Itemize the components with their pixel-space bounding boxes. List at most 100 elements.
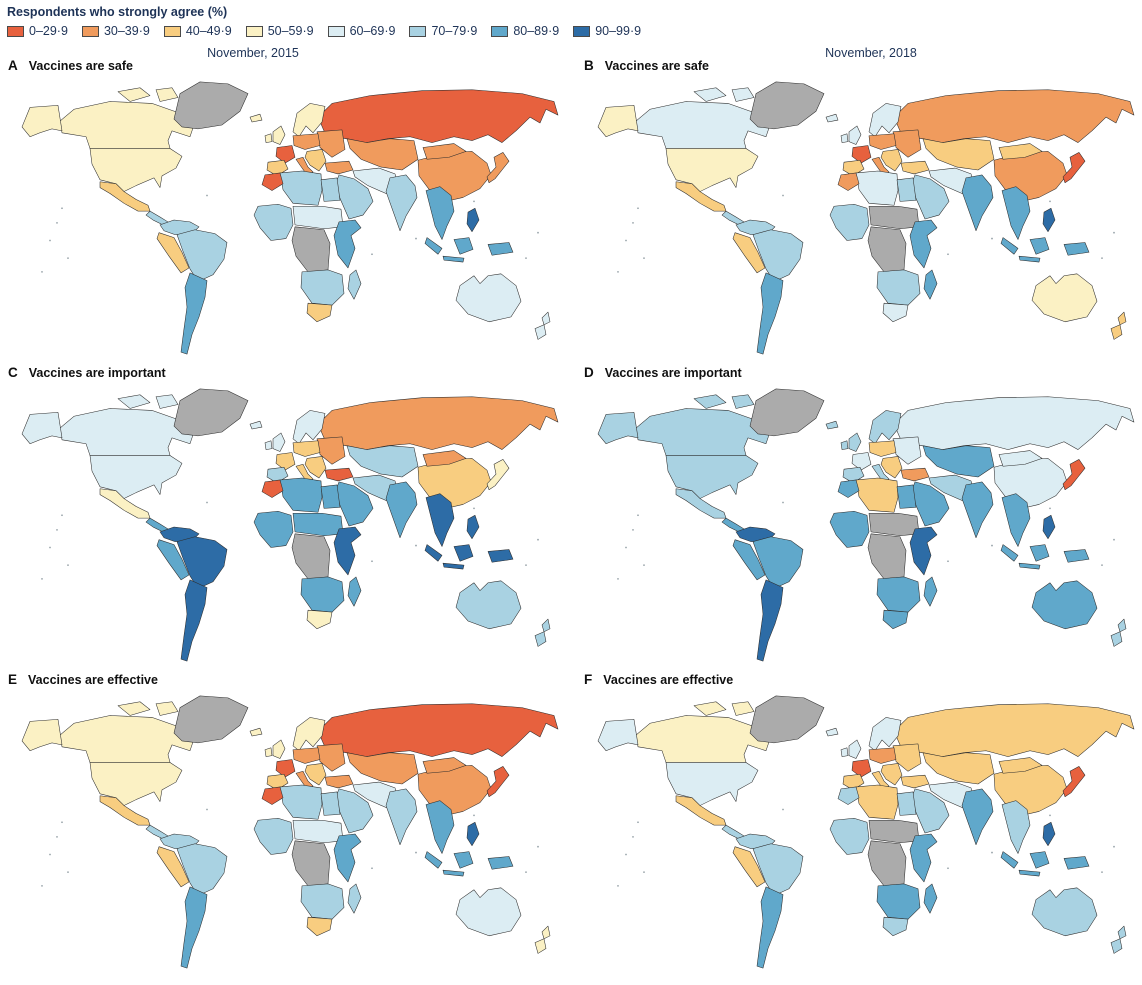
small-island-dot xyxy=(617,577,619,580)
brazil-region xyxy=(176,229,228,282)
legend-item-1: 30–39·9 xyxy=(81,24,150,38)
scandinavia-region xyxy=(292,717,326,751)
panel-C-letter: C xyxy=(8,365,18,380)
brazil-region xyxy=(752,536,804,589)
usa-region xyxy=(597,719,759,806)
small-island-dot xyxy=(56,529,58,531)
legend-item-2: 40–49·9 xyxy=(163,24,232,38)
small-island-dot xyxy=(206,194,208,197)
france-region xyxy=(275,452,296,471)
france-region xyxy=(851,452,872,471)
small-island-dot xyxy=(61,207,63,210)
legend-swatch-icon xyxy=(573,25,591,37)
argentina-chile-region xyxy=(756,272,784,355)
small-island-dot xyxy=(206,501,208,504)
small-island-dot xyxy=(56,836,58,838)
panel-E-title: Vaccines are effective xyxy=(28,673,158,687)
japan-region xyxy=(1062,152,1086,184)
legend-bin-label: 90–99·9 xyxy=(595,24,642,38)
panel-B-label: B Vaccines are safe xyxy=(578,58,1140,73)
small-island-dot xyxy=(49,546,51,549)
egypt-region xyxy=(896,791,917,816)
southern-africa-region xyxy=(876,576,921,613)
france-region xyxy=(275,759,296,778)
north-africa-region xyxy=(279,784,323,820)
north-africa-region xyxy=(855,170,899,206)
turkey-region xyxy=(900,467,930,482)
panel-D-label: D Vaccines are important xyxy=(578,365,1140,380)
new-zealand-region xyxy=(1110,925,1127,954)
small-island-dot xyxy=(1049,200,1051,203)
legend-item-0: 0–29·9 xyxy=(7,24,68,38)
east-africa-region xyxy=(909,526,938,576)
russia-region xyxy=(317,703,559,757)
madagascar-region xyxy=(347,883,362,914)
legend-swatch-icon xyxy=(163,25,181,37)
iceland-region xyxy=(249,113,263,123)
new-zealand-region xyxy=(534,618,551,647)
australia-region xyxy=(455,580,522,630)
legend-swatch-icon xyxy=(491,25,509,37)
canada-region xyxy=(59,701,195,763)
small-island-dot xyxy=(537,538,539,541)
sahel-sudan-region xyxy=(868,512,920,537)
world-map-A xyxy=(21,81,559,355)
legend-swatch-icon xyxy=(327,25,345,37)
west-africa-region xyxy=(253,204,294,241)
egypt-region xyxy=(896,177,917,202)
small-island-dot xyxy=(947,253,949,256)
andean-region xyxy=(732,539,766,581)
russia-region xyxy=(893,703,1135,757)
egypt-region xyxy=(320,177,341,202)
panel-B-letter: B xyxy=(584,58,594,73)
small-island-dot xyxy=(617,884,619,887)
small-island-dot xyxy=(632,529,634,531)
small-island-dot xyxy=(1113,538,1115,541)
small-island-dot xyxy=(371,560,373,563)
italy-region xyxy=(871,157,890,176)
north-africa-west-region xyxy=(837,172,860,191)
greenland-region xyxy=(173,81,249,130)
argentina-chile-region xyxy=(180,886,208,969)
south-africa-region xyxy=(306,609,333,630)
panel-D: D Vaccines are important xyxy=(578,365,1140,667)
mongolia-region xyxy=(422,143,467,160)
india-region xyxy=(385,788,418,846)
sahel-sudan-region xyxy=(292,512,344,537)
legend-bin-label: 80–89·9 xyxy=(513,24,560,38)
central-asia-region xyxy=(922,445,995,478)
central-asia-region xyxy=(346,752,419,785)
indonesia-region xyxy=(1000,237,1090,263)
west-africa-region xyxy=(829,511,870,548)
usa-region xyxy=(21,412,183,499)
small-island-dot xyxy=(1113,845,1115,848)
italy-region xyxy=(871,771,890,790)
southern-africa-region xyxy=(300,269,345,306)
balkans-region xyxy=(304,149,327,172)
greenland-region xyxy=(749,388,825,437)
se-asia-region xyxy=(1001,186,1031,240)
andean-region xyxy=(732,846,766,888)
small-island-dot xyxy=(473,507,475,510)
panel-A: A Vaccines are safe xyxy=(2,58,564,360)
mongolia-region xyxy=(998,757,1043,774)
legend-swatch-icon xyxy=(245,25,263,37)
japan-region xyxy=(1062,766,1086,798)
world-map-C xyxy=(21,388,559,662)
balkans-region xyxy=(880,456,903,479)
east-africa-region xyxy=(333,526,362,576)
legend-item-6: 80–89·9 xyxy=(491,24,559,38)
legend-swatch-icon xyxy=(409,25,427,37)
small-island-dot xyxy=(782,194,784,197)
legend-item-5: 70–79·9 xyxy=(409,24,477,38)
sahel-sudan-region xyxy=(292,819,344,844)
small-island-dot xyxy=(643,257,645,260)
france-region xyxy=(851,759,872,778)
north-africa-west-region xyxy=(261,786,284,805)
australia-region xyxy=(1031,887,1098,937)
small-island-dot xyxy=(67,257,69,260)
legend-title: Respondents who strongly agree (%) xyxy=(7,5,228,19)
panel-A-title: Vaccines are safe xyxy=(28,59,133,73)
panel-F-letter: F xyxy=(584,672,593,687)
andean-region xyxy=(732,232,766,274)
